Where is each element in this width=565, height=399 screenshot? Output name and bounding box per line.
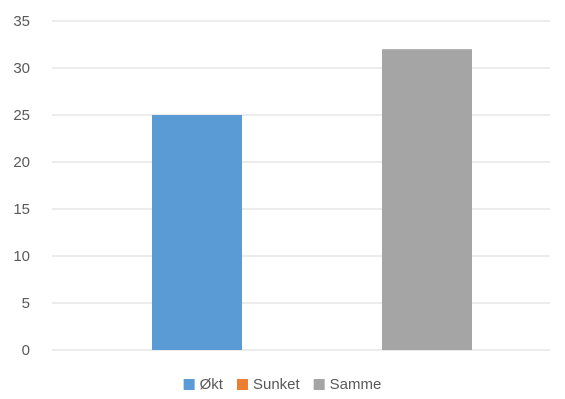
legend: Økt Sunket Samme [183,376,382,393]
y-tick-label: 25 [13,107,30,124]
legend-swatch [313,379,325,390]
y-tick-label: 35 [13,13,30,30]
y-tick-label: 15 [13,201,30,218]
y-axis-ticks: 0 5 10 15 20 25 30 35 [13,13,30,359]
legend-swatch [236,379,248,390]
bar-økt [152,115,242,350]
y-tick-label: 0 [22,342,30,359]
legend-label: Samme [330,376,382,393]
y-tick-label: 10 [13,248,30,265]
y-tick-label: 30 [13,60,30,77]
y-tick-label: 5 [22,295,30,312]
legend-label: Sunket [253,376,301,393]
gridlines [52,20,550,351]
y-tick-label: 20 [13,154,30,171]
legend-label: Økt [200,376,224,393]
legend-swatch [183,379,195,390]
bars [152,49,472,350]
bar-samme [382,49,472,350]
